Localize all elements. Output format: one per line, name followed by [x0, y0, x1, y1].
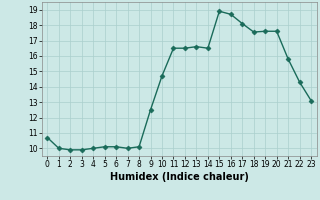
X-axis label: Humidex (Indice chaleur): Humidex (Indice chaleur) [110, 172, 249, 182]
